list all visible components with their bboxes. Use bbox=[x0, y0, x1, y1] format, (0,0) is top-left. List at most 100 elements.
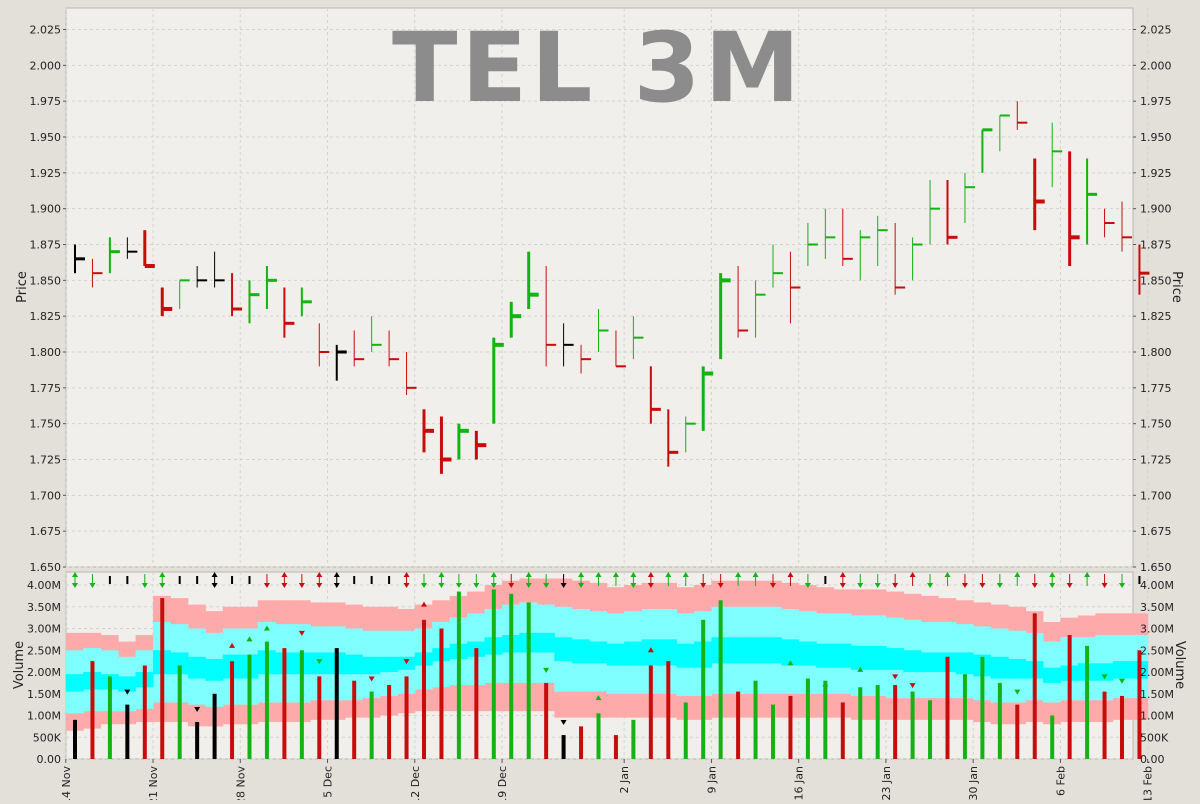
signal-arrow-down bbox=[1119, 583, 1125, 588]
ohlc-bar bbox=[283, 287, 295, 338]
signal-marker bbox=[752, 572, 759, 586]
band-inner-segment bbox=[1042, 667, 1061, 683]
band-inner-segment bbox=[868, 645, 887, 670]
signal-marker bbox=[1084, 572, 1091, 586]
signal-arrow-up bbox=[1084, 572, 1091, 577]
signal-marker bbox=[979, 574, 986, 588]
signal-arrow-up bbox=[1014, 572, 1021, 577]
signal-marker bbox=[211, 572, 218, 588]
signal-arrow-down bbox=[560, 583, 567, 588]
volume-arrow-up bbox=[857, 666, 864, 672]
volume-tick-left: 1.50M bbox=[27, 688, 61, 701]
volume-bar bbox=[509, 593, 514, 759]
volume-bar bbox=[387, 685, 392, 759]
signal-arrow-down bbox=[630, 583, 637, 588]
volume-bar bbox=[753, 680, 758, 759]
signal-marker bbox=[804, 574, 811, 588]
volume-bar bbox=[962, 674, 967, 759]
signal-arrow-up bbox=[944, 572, 951, 577]
volume-bar bbox=[160, 598, 165, 759]
volume-arrow-down bbox=[1014, 689, 1021, 695]
band-inner-segment bbox=[1008, 658, 1027, 679]
band-inner-segment bbox=[571, 639, 590, 664]
volume-bar bbox=[823, 680, 828, 759]
ohlc-bar bbox=[877, 215, 888, 266]
volume-axis-label-right: Volume bbox=[1172, 641, 1187, 689]
signal-marker bbox=[543, 574, 550, 588]
ohlc-bar bbox=[474, 430, 487, 460]
date-tick-label: 16 Jan bbox=[793, 766, 806, 800]
volume-arrow-down bbox=[560, 720, 567, 726]
signal-marker bbox=[403, 572, 410, 588]
signal-arrow-up bbox=[72, 572, 78, 577]
signal-marker bbox=[717, 574, 724, 588]
band-inner-segment bbox=[816, 643, 835, 668]
volume-bar bbox=[1102, 691, 1107, 759]
band-inner-segment bbox=[362, 656, 381, 675]
ohlc-bar bbox=[632, 316, 644, 360]
price-tick-right: 1.925 bbox=[1140, 167, 1172, 180]
volume-arrow-up bbox=[787, 660, 794, 666]
volume-tick-right: 1.00M bbox=[1140, 710, 1174, 723]
volume-tick-right: 2.00M bbox=[1140, 666, 1174, 679]
price-tick-left: 1.650 bbox=[30, 561, 62, 574]
ohlc-bar bbox=[214, 251, 225, 288]
signal-marker bbox=[1014, 572, 1021, 586]
volume-bar bbox=[736, 691, 741, 759]
volume-tick-right: 500K bbox=[1140, 731, 1169, 744]
ohlc-bar bbox=[457, 423, 469, 460]
band-inner-segment bbox=[344, 654, 363, 675]
band-inner-segment bbox=[118, 676, 137, 692]
volume-bar bbox=[1015, 704, 1020, 759]
signal-arrow-down bbox=[333, 583, 340, 588]
volume-bar bbox=[893, 685, 898, 759]
price-tick-left: 1.825 bbox=[30, 310, 62, 323]
ohlc-bar bbox=[737, 266, 749, 338]
price-tick-left: 2.000 bbox=[30, 59, 62, 72]
volume-bar bbox=[596, 713, 601, 759]
signal-arrow-up bbox=[787, 572, 794, 577]
volume-bar bbox=[910, 691, 915, 759]
price-tick-right: 1.975 bbox=[1140, 95, 1172, 108]
price-axis-label-left: Price bbox=[15, 271, 30, 303]
volume-bar bbox=[945, 656, 950, 759]
price-tick-left: 1.850 bbox=[30, 274, 62, 287]
ohlc-bar bbox=[179, 279, 190, 309]
volume-bar bbox=[683, 702, 688, 759]
signal-marker bbox=[1119, 574, 1125, 588]
volume-bar bbox=[212, 693, 217, 759]
ohlc-bar bbox=[492, 337, 504, 424]
volume-arrow-down bbox=[1119, 678, 1125, 684]
signal-arrow-up bbox=[665, 572, 672, 577]
ohlc-bar bbox=[894, 223, 906, 295]
signal-arrow-down bbox=[490, 583, 497, 588]
signal-marker bbox=[473, 574, 480, 588]
signal-marker bbox=[770, 574, 776, 588]
signal-marker bbox=[892, 574, 899, 588]
price-tick-left: 1.725 bbox=[30, 454, 62, 467]
band-inner-segment bbox=[554, 637, 573, 662]
ohlc-bar bbox=[859, 230, 871, 281]
date-tick-label: 21 Nov bbox=[147, 766, 160, 800]
band-inner-segment bbox=[1112, 661, 1131, 679]
signal-arrow-down bbox=[874, 583, 881, 588]
price-tick-right: 1.800 bbox=[1140, 346, 1172, 359]
volume-tick-left: 0.00 bbox=[37, 753, 62, 766]
signal-arrow-down bbox=[438, 583, 445, 588]
ohlc-bar bbox=[143, 230, 155, 268]
price-axis-label-right: Price bbox=[1169, 271, 1184, 303]
axes: 1.650 1.650 1.675 1.675 1.700 1.700 1.725 1.725… bbox=[27, 24, 1174, 804]
volume-arrow-down bbox=[892, 674, 899, 680]
ohlc-bar bbox=[265, 266, 277, 309]
signal-arrow-up bbox=[578, 572, 585, 577]
volume-bar bbox=[1085, 645, 1090, 759]
volume-bar bbox=[858, 687, 863, 759]
signal-arrow-up bbox=[211, 572, 218, 577]
ohlc-bar bbox=[335, 344, 347, 381]
signal-marker bbox=[455, 574, 462, 588]
price-tick-right: 1.750 bbox=[1140, 418, 1172, 431]
signal-marker bbox=[647, 572, 654, 588]
signal-arrow-up bbox=[159, 572, 166, 577]
